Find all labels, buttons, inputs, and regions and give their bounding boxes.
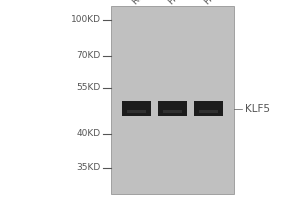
- Bar: [194, 101, 223, 116]
- Text: 40KD: 40KD: [76, 130, 100, 138]
- Bar: [127, 110, 146, 113]
- Text: HO-8910: HO-8910: [166, 0, 201, 6]
- Text: KLF5: KLF5: [244, 104, 269, 114]
- Bar: [199, 110, 218, 113]
- Text: 70KD: 70KD: [76, 51, 100, 60]
- Bar: [122, 101, 151, 116]
- Bar: [163, 110, 182, 113]
- Text: 55KD: 55KD: [76, 83, 100, 92]
- Text: ROMAS: ROMAS: [130, 0, 160, 6]
- Bar: [111, 6, 234, 194]
- Text: 35KD: 35KD: [76, 164, 100, 172]
- Text: HCT116: HCT116: [202, 0, 234, 6]
- Bar: [158, 101, 187, 116]
- Text: 100KD: 100KD: [70, 16, 101, 24]
